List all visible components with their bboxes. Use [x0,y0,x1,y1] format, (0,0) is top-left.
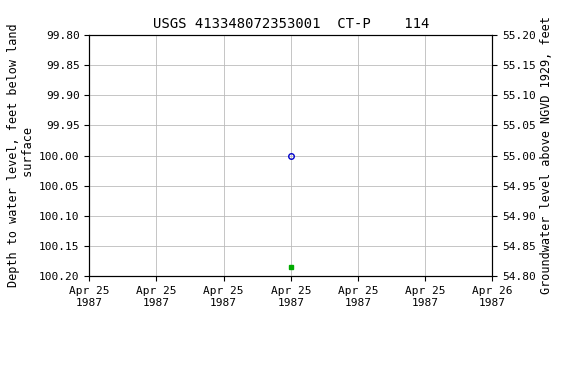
Y-axis label: Groundwater level above NGVD 1929, feet: Groundwater level above NGVD 1929, feet [540,17,553,295]
Y-axis label: Depth to water level, feet below land
 surface: Depth to water level, feet below land su… [7,24,35,287]
Title: USGS 413348072353001  CT-P    114: USGS 413348072353001 CT-P 114 [153,17,429,31]
